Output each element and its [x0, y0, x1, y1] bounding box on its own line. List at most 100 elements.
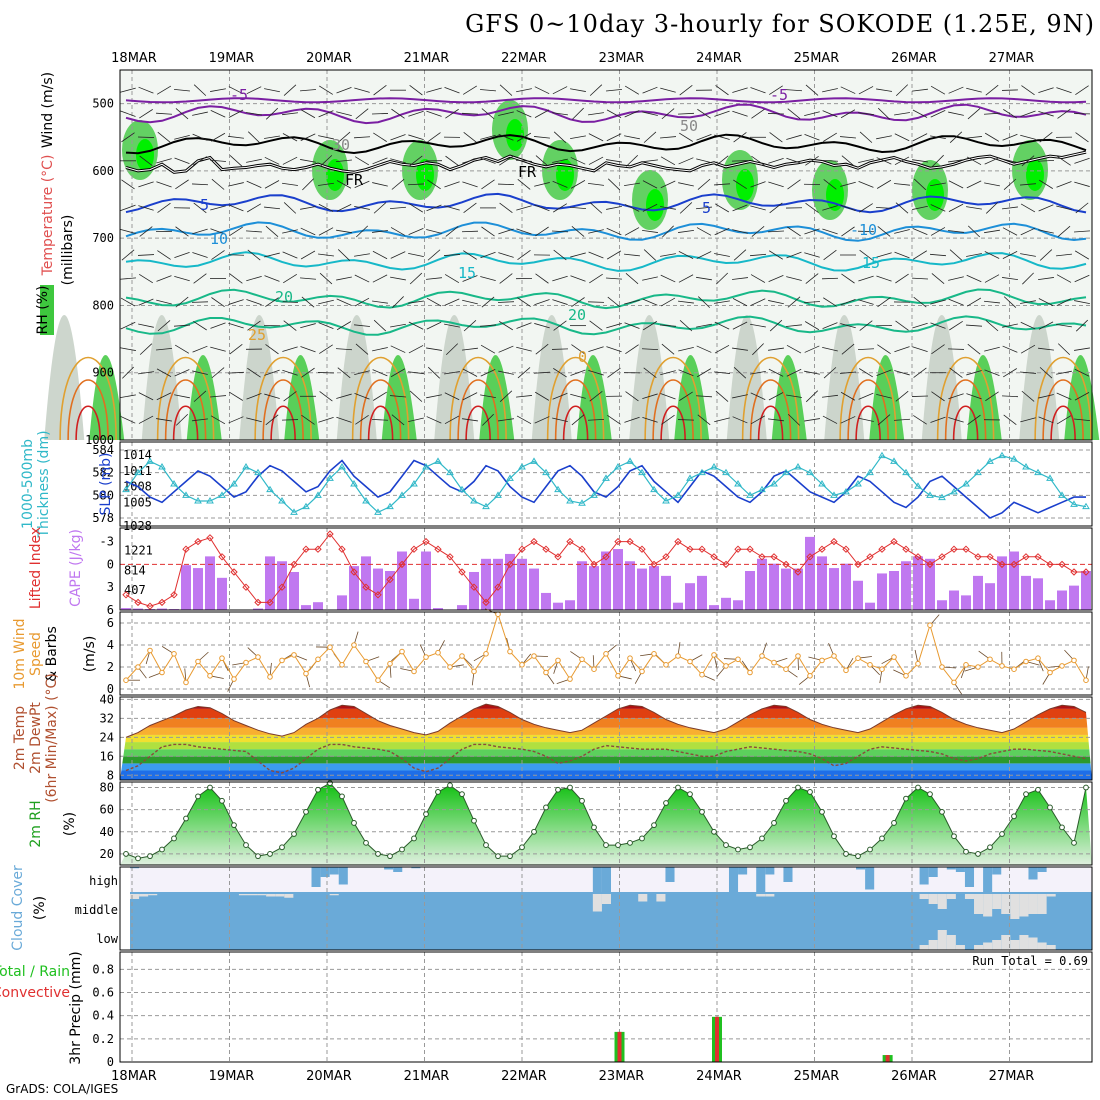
cape-axis-label-line: CAPE (J/kg): [68, 529, 84, 607]
li-marker: [998, 560, 1006, 569]
cloud-low-gap: [937, 930, 947, 950]
wind-barb: [373, 85, 387, 96]
wind-barb: [210, 415, 226, 425]
wind-barb: [966, 253, 982, 257]
wind-speed-marker: [1047, 669, 1053, 676]
wind-barb: [1020, 253, 1036, 257]
wind-barb: [624, 85, 640, 95]
wind-barb: [335, 348, 353, 351]
wind-barb: [660, 180, 676, 189]
isotherm-warm: [156, 356, 215, 441]
wind-barb: [697, 178, 711, 190]
date-label-top: 21MAR: [404, 51, 450, 66]
wind-speed-marker: [1035, 655, 1041, 662]
rh-unit-label-line: (%): [62, 812, 78, 836]
li-marker: [434, 545, 442, 553]
wind-barb: [949, 131, 963, 144]
wind-barb: [462, 299, 478, 305]
wind-barb: [605, 277, 623, 280]
contour-label: 15: [862, 254, 880, 272]
wind-barb: [606, 109, 622, 118]
wind-barb: [301, 296, 315, 308]
wind-barb: [535, 226, 549, 237]
wind-barb: [497, 301, 515, 303]
wind-barb: [607, 296, 621, 308]
wind-speed-marker: [327, 644, 333, 651]
rh-dry-band: [44, 315, 85, 440]
wind-barb: [281, 301, 299, 303]
rh-dry-band: [239, 315, 280, 440]
wind-barb: [300, 250, 316, 260]
wind-barb: [913, 178, 927, 191]
wind-barb: [354, 297, 370, 307]
wind-barb: [857, 348, 875, 350]
rh-marker: [159, 846, 165, 853]
wind-barb: [985, 84, 999, 96]
wind-barb: [498, 228, 514, 235]
wind-barb: [444, 298, 460, 306]
wind-barb: [786, 157, 802, 164]
wind-barb: [752, 343, 764, 356]
wind-barb: [660, 206, 676, 210]
cape-bar: [745, 571, 755, 610]
wind-barb: [246, 275, 262, 282]
wind-barb: [119, 277, 137, 280]
wind-barb: [1056, 415, 1072, 425]
wind-barb: [228, 109, 244, 118]
wind-barb: [318, 322, 334, 330]
wind-barb: [120, 297, 136, 307]
wind-barb: [948, 417, 964, 423]
temp-band: [120, 742, 1092, 750]
contour-label: 25: [248, 326, 266, 344]
wind-barb: [1002, 227, 1018, 236]
wind-barb: [643, 131, 657, 143]
pressure-axis-label: (millibars): [60, 215, 76, 286]
rh-marker: [1071, 839, 1077, 846]
wind-barb: [1056, 323, 1072, 328]
wind-barb: [572, 107, 584, 120]
isotherm-warm: [855, 405, 881, 441]
wind-barb: [787, 108, 801, 120]
wind-barb: [120, 110, 136, 117]
wind-barb: [265, 225, 279, 238]
wind-barb: [822, 346, 838, 352]
wind-barb: [371, 113, 389, 115]
wind-barb: [948, 180, 964, 189]
li-marker: [278, 583, 286, 591]
thickness-marker: [722, 468, 730, 476]
cape-bar: [841, 563, 851, 610]
li-tick: 3: [107, 580, 114, 594]
wind-barb: [624, 416, 640, 423]
wind-barb: [678, 300, 694, 304]
wind-barb: [299, 277, 317, 280]
rh-marker: [651, 822, 657, 829]
wind-frame: [119, 611, 1093, 696]
wind-barb: [948, 393, 964, 400]
wind-barb: [193, 390, 207, 402]
wind-barb: [733, 249, 747, 261]
wind-barb: [678, 182, 694, 187]
precip-convective-bar: [715, 1016, 719, 1062]
wind-barb: [930, 85, 946, 95]
wind-barb: [408, 134, 424, 140]
cloud-middle-gap: [765, 894, 775, 897]
li-marker: [974, 553, 982, 561]
wind-barb: [283, 273, 297, 284]
thickness-marker: [986, 457, 994, 464]
wind-barb: [552, 417, 568, 423]
thickness-marker: [170, 480, 178, 487]
wind-barb: [1074, 347, 1090, 351]
wind-barb: [462, 158, 478, 164]
wind-barb: [480, 134, 496, 140]
wind-barb: [1057, 108, 1071, 119]
wind-barb: [714, 417, 730, 423]
wind-barb: [318, 135, 334, 140]
cloud-axis-label-line: Cloud Cover: [10, 865, 26, 951]
rh-marker: [255, 853, 261, 860]
thickness-marker: [458, 485, 466, 493]
cape-bar: [913, 556, 923, 610]
wind-barb: [966, 297, 982, 307]
wind-barb: [551, 348, 569, 350]
wind-barb: [516, 88, 532, 93]
wind-barb: [336, 416, 352, 423]
